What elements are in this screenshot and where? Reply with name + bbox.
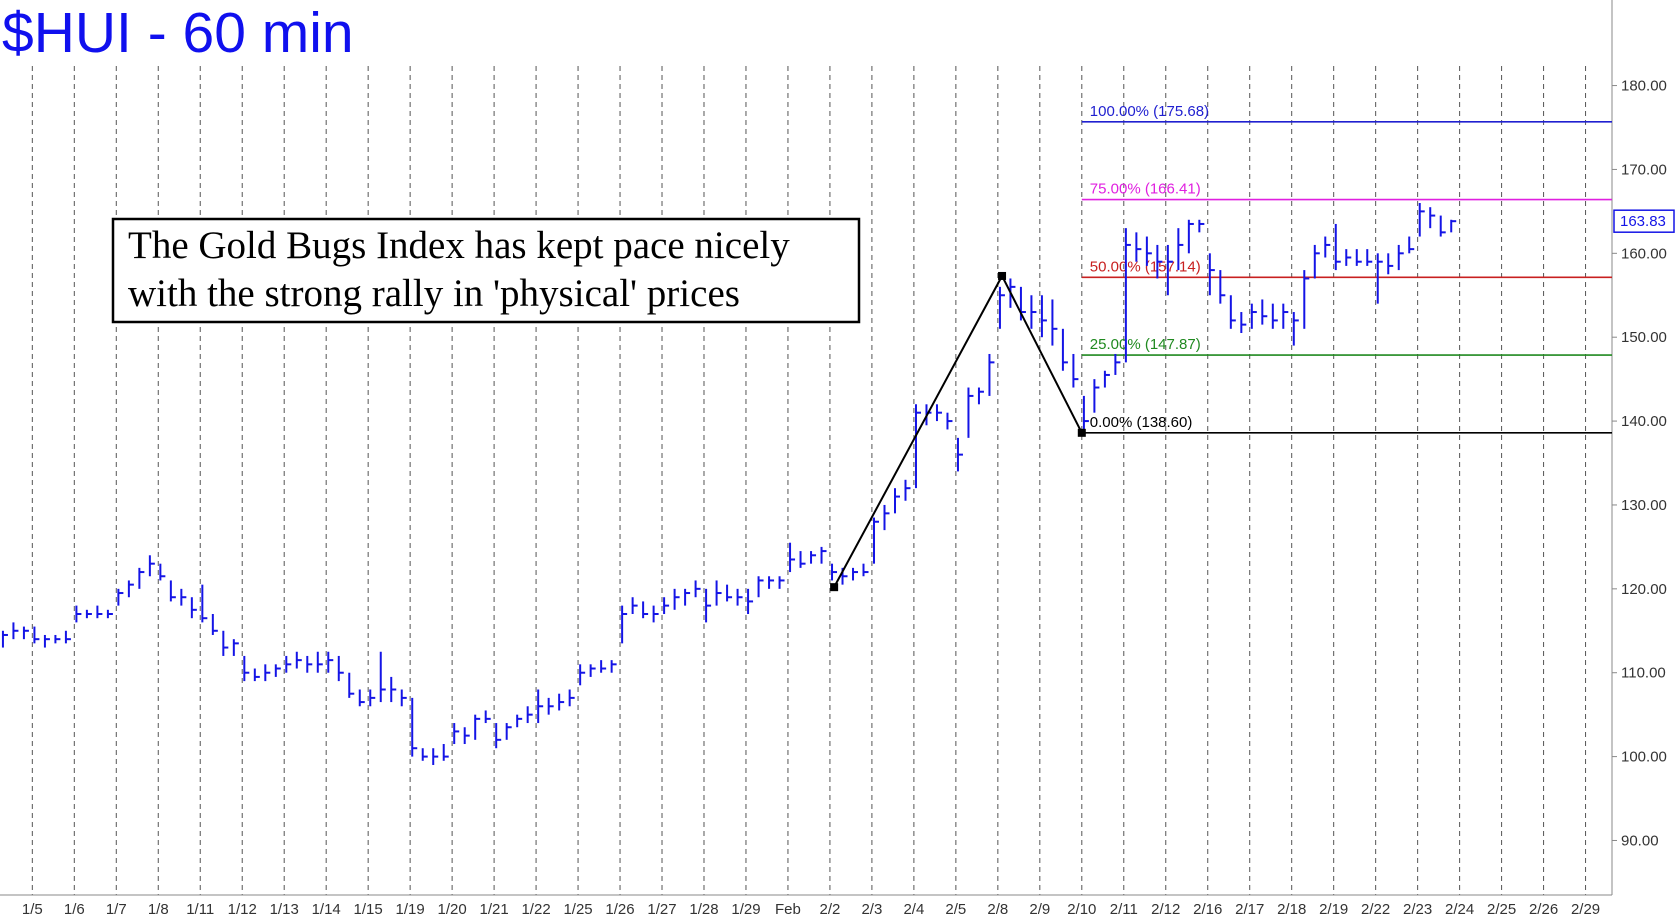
x-tick-label: 1/26: [605, 901, 634, 918]
x-tick-label: 2/29: [1571, 901, 1600, 918]
x-tick-label: 2/23: [1403, 901, 1432, 918]
y-tick-label: 160.00: [1621, 245, 1667, 262]
x-tick-label: 2/10: [1067, 901, 1096, 918]
fib-label: 50.00% (157.14): [1090, 258, 1201, 275]
x-tick-label: 1/25: [563, 901, 592, 918]
annotation-text: The Gold Bugs Index has kept pace nicely: [128, 224, 790, 267]
x-tick-label: 1/8: [148, 901, 169, 918]
annotation-box: [111, 217, 861, 324]
x-tick-label: 2/11: [1110, 901, 1138, 918]
swing-pivot: [1077, 428, 1086, 437]
x-tick-label: 2/3: [861, 901, 882, 918]
x-tick-label: 2/24: [1445, 901, 1474, 918]
x-tick-label: 2/22: [1361, 901, 1390, 918]
x-tick-label: 2/2: [819, 901, 840, 918]
x-tick-label: 2/5: [945, 901, 966, 918]
x-tick-label: 2/18: [1277, 901, 1306, 918]
x-tick-label: 2/4: [903, 901, 924, 918]
x-tick-label: 2/8: [987, 901, 1008, 918]
x-tick-label: 2/26: [1529, 901, 1558, 918]
x-tick-label: 1/7: [106, 901, 127, 918]
y-tick-label: 120.00: [1621, 581, 1667, 598]
x-tick-label: 1/28: [689, 901, 718, 918]
x-tick-label: 1/27: [647, 901, 676, 918]
fib-label: 100.00% (175.68): [1090, 103, 1209, 120]
y-tick-label: 110.00: [1621, 665, 1666, 682]
y-tick-label: 150.00: [1621, 329, 1667, 346]
y-tick-label: 180.00: [1621, 78, 1667, 95]
x-tick-label: 1/20: [438, 901, 467, 918]
fib-label: 25.00% (147.87): [1090, 336, 1201, 353]
x-tick-label: 2/25: [1487, 901, 1516, 918]
x-tick-label: 1/29: [731, 901, 760, 918]
x-tick-label: 1/19: [396, 901, 425, 918]
x-tick-label: 1/21: [479, 901, 508, 918]
x-tick-label: 1/5: [22, 901, 43, 918]
swing-pivot: [830, 583, 839, 592]
y-tick-label: 140.00: [1621, 413, 1667, 430]
x-tick-label: 2/16: [1193, 901, 1222, 918]
chart-title: $HUI - 60 min: [2, 1, 354, 65]
last-price-box: [1613, 209, 1675, 233]
y-tick-label: 90.00: [1621, 832, 1659, 849]
x-tick-label: 2/12: [1151, 901, 1180, 918]
x-tick-label: 1/6: [64, 901, 85, 918]
x-tick-label: 1/22: [521, 901, 550, 918]
y-tick-label: 100.00: [1621, 749, 1667, 766]
x-tick-label: 2/19: [1319, 901, 1348, 918]
fib-label: 75.00% (166.41): [1090, 181, 1201, 198]
x-tick-label: 1/12: [228, 901, 257, 918]
x-tick-label: 1/14: [312, 901, 341, 918]
x-tick-label: Feb: [775, 901, 801, 918]
fib-label: 0.00% (138.60): [1090, 414, 1193, 431]
x-tick-label: 2/17: [1235, 901, 1264, 918]
x-tick-label: 2/9: [1029, 901, 1050, 918]
last-price-label: 163.83: [1620, 213, 1666, 230]
y-tick-label: 130.00: [1621, 497, 1667, 514]
y-tick-label: 170.00: [1621, 161, 1667, 178]
x-tick-label: 1/11: [186, 901, 214, 918]
annotation-text: with the strong rally in 'physical' pric…: [128, 272, 740, 315]
swing-pivot: [998, 271, 1007, 280]
x-tick-label: 1/13: [270, 901, 299, 918]
x-tick-label: 1/15: [354, 901, 383, 918]
